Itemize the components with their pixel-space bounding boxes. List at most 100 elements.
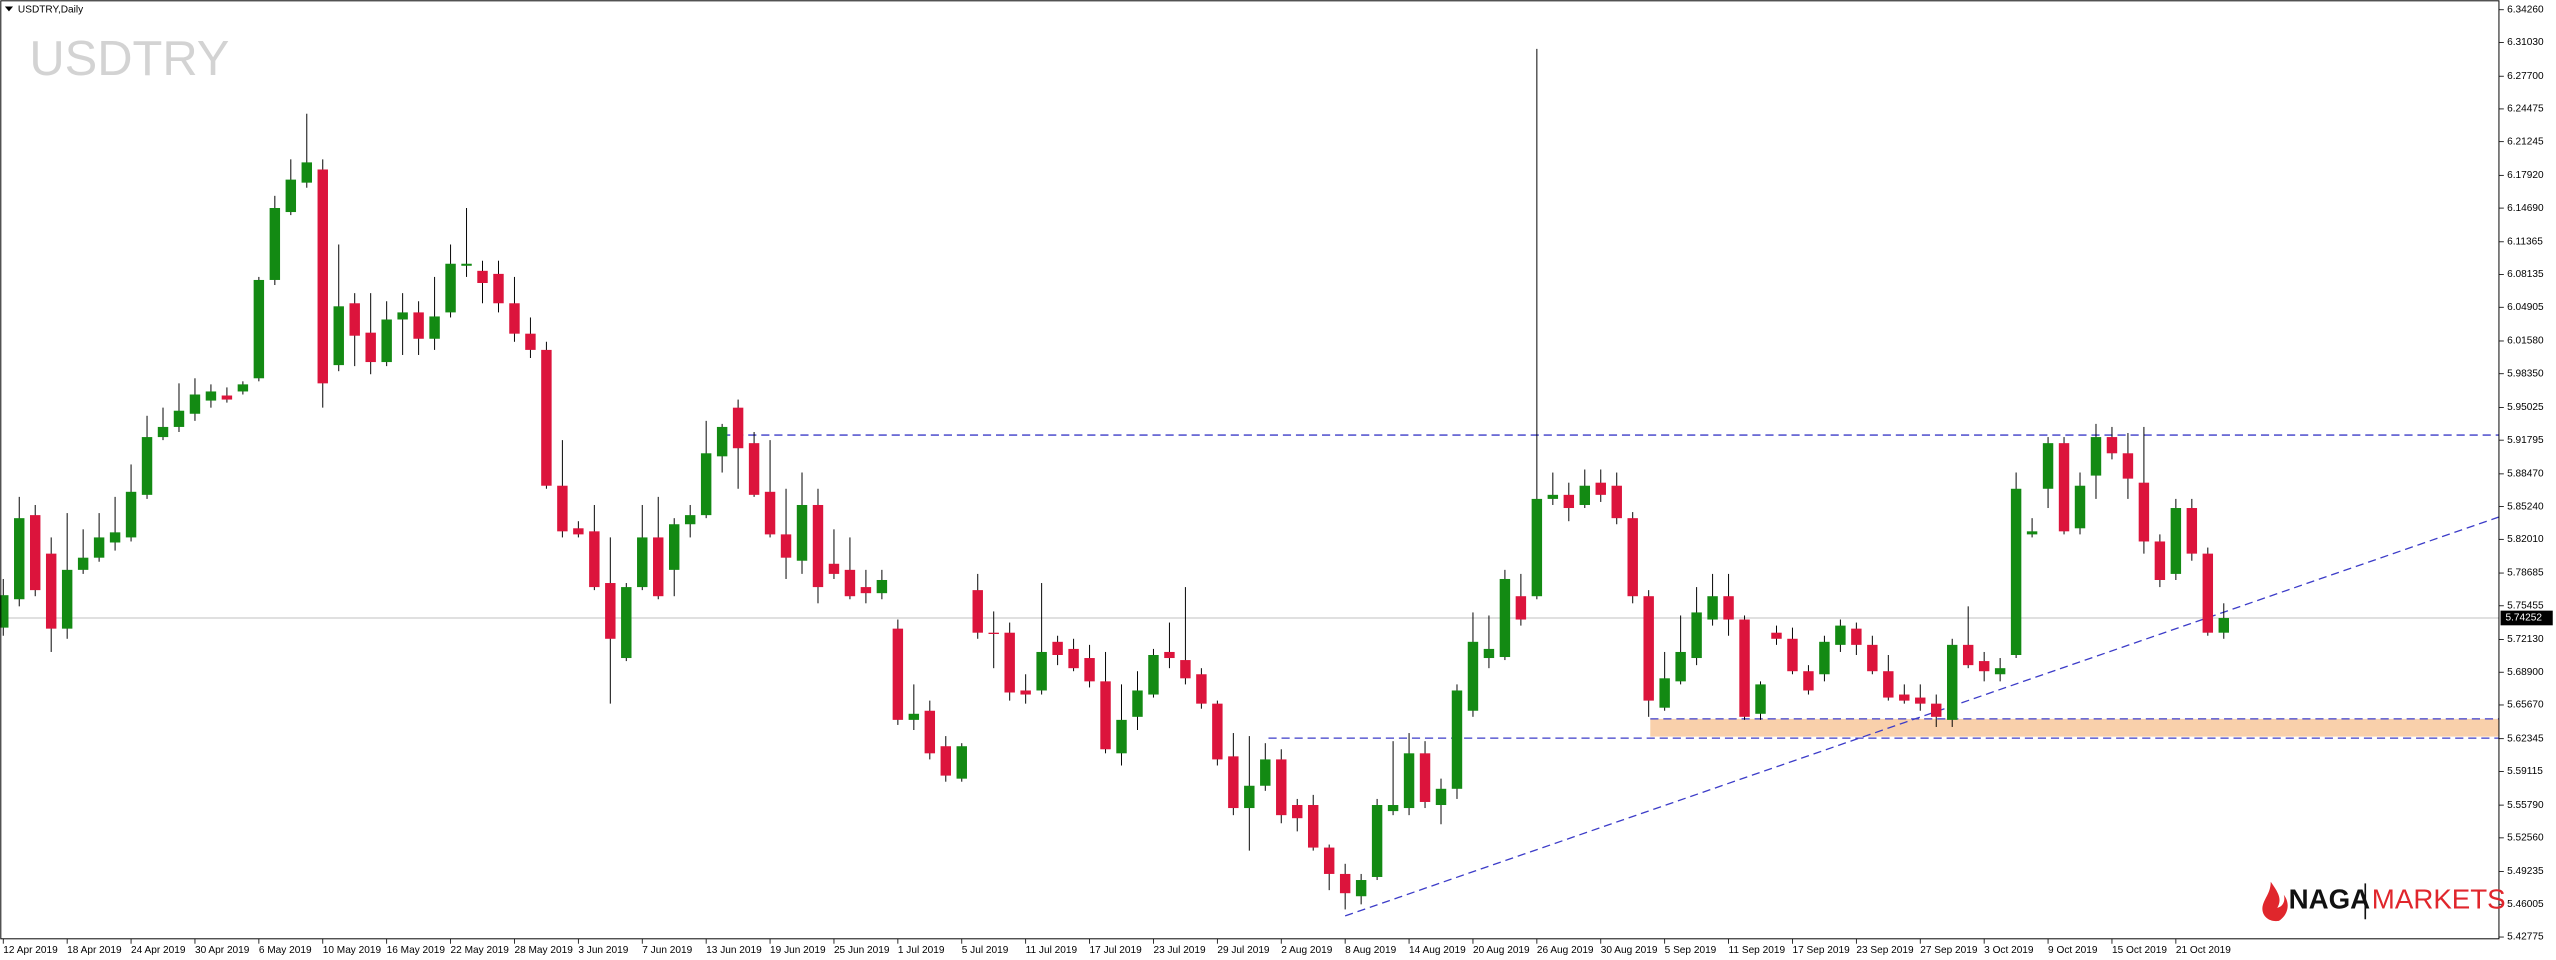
logo-brand: NAGA — [2289, 884, 2371, 915]
candle-body — [2122, 453, 2134, 479]
x-tick-label: 30 Aug 2019 — [1601, 945, 1658, 956]
candle-body — [668, 524, 680, 570]
candle-body — [2170, 508, 2182, 574]
y-tick-label: 5.59115 — [2507, 766, 2543, 777]
candle-body — [1851, 628, 1862, 645]
candle-body — [1899, 694, 1910, 701]
x-tick-label: 17 Jul 2019 — [1090, 945, 1143, 956]
logo: NAGA MARKETS — [2262, 881, 2506, 922]
candle-body — [1978, 661, 1990, 672]
candle-body — [413, 312, 424, 339]
candle-body — [1835, 625, 1846, 645]
y-tick-label: 5.88470 — [2507, 469, 2544, 480]
candle-body — [157, 426, 169, 438]
candle-body — [1036, 651, 1047, 691]
candle-body — [908, 713, 920, 720]
candle-body — [429, 316, 440, 339]
candle-body — [732, 407, 744, 449]
candle-body — [2010, 488, 2022, 655]
y-tick-label: 6.17920 — [2507, 170, 2544, 181]
candle-body — [14, 518, 25, 600]
candle-body — [1946, 644, 1958, 720]
candle-body — [461, 263, 472, 266]
menu-arrow[interactable] — [4, 6, 14, 12]
candle-body — [1307, 805, 1319, 848]
candle-body — [828, 563, 840, 574]
candle-body — [477, 270, 488, 284]
x-tick-label: 26 Aug 2019 — [1537, 945, 1594, 956]
candle-body — [1659, 678, 1670, 708]
candle-body — [1755, 684, 1766, 714]
chart-title[interactable]: USDTRY,Daily — [18, 4, 84, 15]
candle-body — [1547, 494, 1559, 499]
x-tick-label: 6 May 2019 — [259, 945, 312, 956]
candle-body — [1164, 651, 1175, 659]
x-tick-label: 23 Sep 2019 — [1856, 945, 1914, 956]
candle-body — [589, 531, 600, 588]
y-tick-label: 6.34260 — [2507, 4, 2544, 15]
candle-body — [1196, 674, 1207, 704]
x-tick-label: 5 Sep 2019 — [1665, 945, 1717, 956]
y-tick-label: 5.75455 — [2507, 600, 2544, 611]
candle-body — [1691, 612, 1702, 659]
candle-body — [2186, 508, 2198, 554]
candle-body — [1595, 482, 1606, 495]
x-tick-label: 15 Oct 2019 — [2112, 945, 2167, 956]
y-tick-label: 6.27700 — [2507, 71, 2544, 82]
candle-body — [972, 590, 983, 633]
x-tick-label: 27 Sep 2019 — [1920, 945, 1978, 956]
candle-body — [924, 710, 936, 754]
candle-body — [1355, 880, 1367, 897]
candle-body — [1962, 644, 1974, 666]
candle-body — [1531, 498, 1543, 597]
candle-body — [2042, 443, 2054, 489]
candle-body — [1883, 671, 1894, 698]
candle-body — [1004, 632, 1015, 693]
candle-body — [1387, 805, 1399, 812]
candle-body — [1787, 638, 1798, 672]
y-tick-label: 5.42775 — [2507, 932, 2544, 943]
y-tick-label: 5.55790 — [2507, 800, 2544, 811]
candle-body — [1148, 654, 1159, 695]
candle-body — [876, 579, 888, 594]
candle-body — [2058, 443, 2070, 532]
candle-body — [253, 279, 265, 379]
y-tick-label: 6.11365 — [2507, 236, 2543, 247]
y-tick-label: 5.52560 — [2507, 833, 2544, 844]
candle-body — [189, 394, 201, 414]
candle-body — [1116, 719, 1127, 754]
candle-body — [2026, 531, 2038, 535]
candle-body — [1100, 681, 1111, 750]
x-tick-label: 17 Sep 2019 — [1792, 945, 1850, 956]
candle-body — [1739, 619, 1750, 717]
y-tick-label: 6.08135 — [2507, 269, 2544, 280]
candle-body — [29, 515, 41, 591]
x-tick-label: 19 Jun 2019 — [770, 945, 826, 956]
candle-body — [317, 169, 328, 384]
x-tick-label: 3 Jun 2019 — [578, 945, 628, 956]
x-tick-label: 9 Oct 2019 — [2048, 945, 2098, 956]
y-tick-label: 5.98350 — [2507, 368, 2544, 379]
candle-body — [653, 537, 664, 597]
x-tick-label: 7 Jun 2019 — [642, 945, 692, 956]
candle-body — [2074, 485, 2086, 529]
zone — [1650, 718, 2499, 737]
candle-body — [1020, 690, 1031, 695]
x-tick-label: 29 Jul 2019 — [1217, 945, 1270, 956]
y-tick-label: 5.82010 — [2507, 534, 2544, 545]
candle-body — [1068, 648, 1079, 669]
y-tick-label: 5.68900 — [2507, 667, 2544, 678]
candle-body — [844, 569, 856, 597]
candle-body — [1563, 494, 1575, 509]
x-tick-label: 18 Apr 2019 — [67, 945, 122, 956]
x-tick-label: 5 Jul 2019 — [962, 945, 1009, 956]
candle-body — [1180, 660, 1191, 679]
candle-body — [1675, 651, 1686, 682]
candle-body — [1132, 690, 1143, 717]
candle-body — [684, 515, 696, 525]
candle-body — [0, 595, 9, 628]
x-tick-label: 11 Sep 2019 — [1729, 945, 1786, 956]
candle-body — [1627, 518, 1638, 597]
y-tick-label: 5.65670 — [2507, 700, 2544, 711]
